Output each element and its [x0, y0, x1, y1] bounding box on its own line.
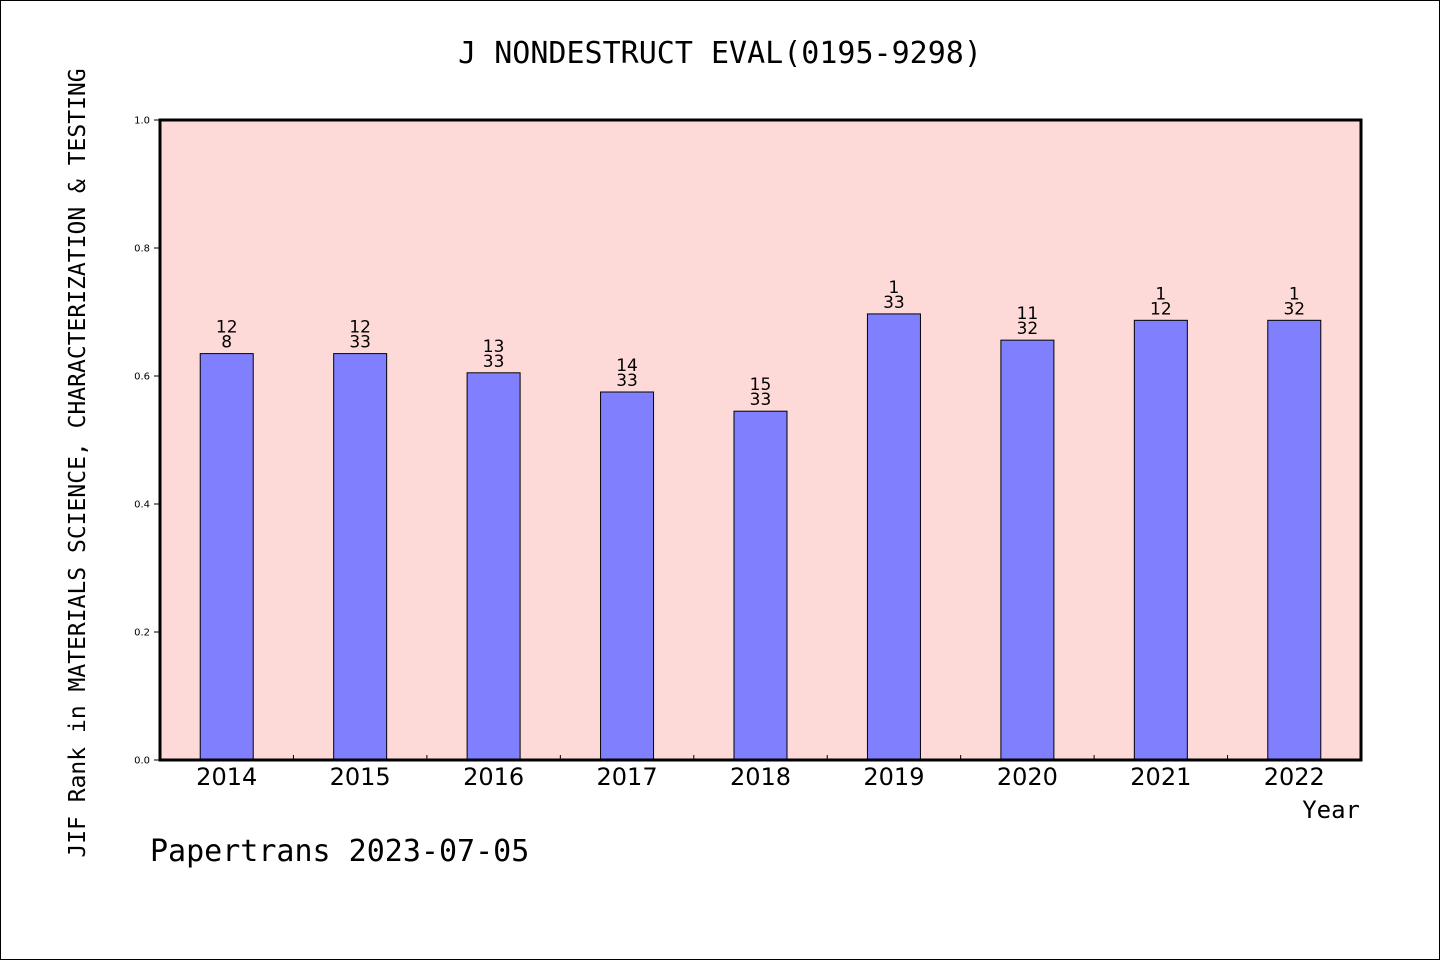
bar-label-total: 8	[221, 333, 232, 353]
bar-label-rank: 11	[1017, 304, 1039, 324]
bar	[733, 410, 788, 761]
bar-label-total: 33	[750, 390, 772, 410]
footer-credit: Papertrans 2023-07-05	[150, 834, 530, 869]
bar-label-rank: 12	[349, 318, 371, 338]
y-tick-label: 0.0	[134, 756, 150, 767]
bar	[199, 353, 254, 761]
y-tick-label: 0.8	[134, 244, 150, 255]
bar-label-total: 33	[483, 352, 505, 372]
x-tick-label: 2014	[196, 763, 257, 791]
bar-label-rank: 1	[889, 278, 900, 298]
y-tick-label: 1.0	[134, 116, 150, 127]
chart-title: J NONDESTRUCT EVAL(0195-9298)	[458, 36, 982, 71]
bar-label-rank: 1	[1289, 284, 1300, 304]
bar	[600, 391, 655, 761]
bar-label-rank: 14	[616, 356, 638, 376]
plot-frame	[158, 118, 1363, 762]
bar-label-total: 32	[1017, 319, 1039, 339]
bar	[466, 372, 521, 761]
bar	[333, 353, 388, 761]
bar-label-rank: 12	[216, 318, 238, 338]
bar-label-total: 33	[883, 293, 905, 313]
y-tick-label: 0.2	[134, 628, 150, 639]
x-tick-label: 2016	[463, 763, 524, 791]
x-tick-label: 2019	[863, 763, 924, 791]
x-tick-label: 2018	[730, 763, 791, 791]
x-tick-label: 2017	[597, 763, 658, 791]
x-tick-label: 2021	[1130, 763, 1191, 791]
bar	[1267, 319, 1322, 761]
bar	[1000, 339, 1055, 761]
bar-label-total: 33	[349, 333, 371, 353]
bar-label-total: 32	[1283, 299, 1305, 319]
bar	[1133, 319, 1188, 761]
x-tick-label: 2020	[997, 763, 1058, 791]
bar-label-total: 33	[616, 371, 638, 391]
bar-label-rank: 13	[483, 337, 505, 357]
x-tick-label: 2022	[1264, 763, 1325, 791]
bar	[866, 313, 921, 761]
bar-label-total: 12	[1150, 299, 1172, 319]
x-axis-label: Year	[1302, 796, 1360, 824]
x-tick-label: 2015	[330, 763, 391, 791]
y-tick-label: 0.4	[134, 500, 150, 511]
bar-label-rank: 15	[750, 375, 772, 395]
bar-label-rank: 1	[1155, 284, 1166, 304]
y-tick-label: 0.6	[134, 372, 150, 383]
